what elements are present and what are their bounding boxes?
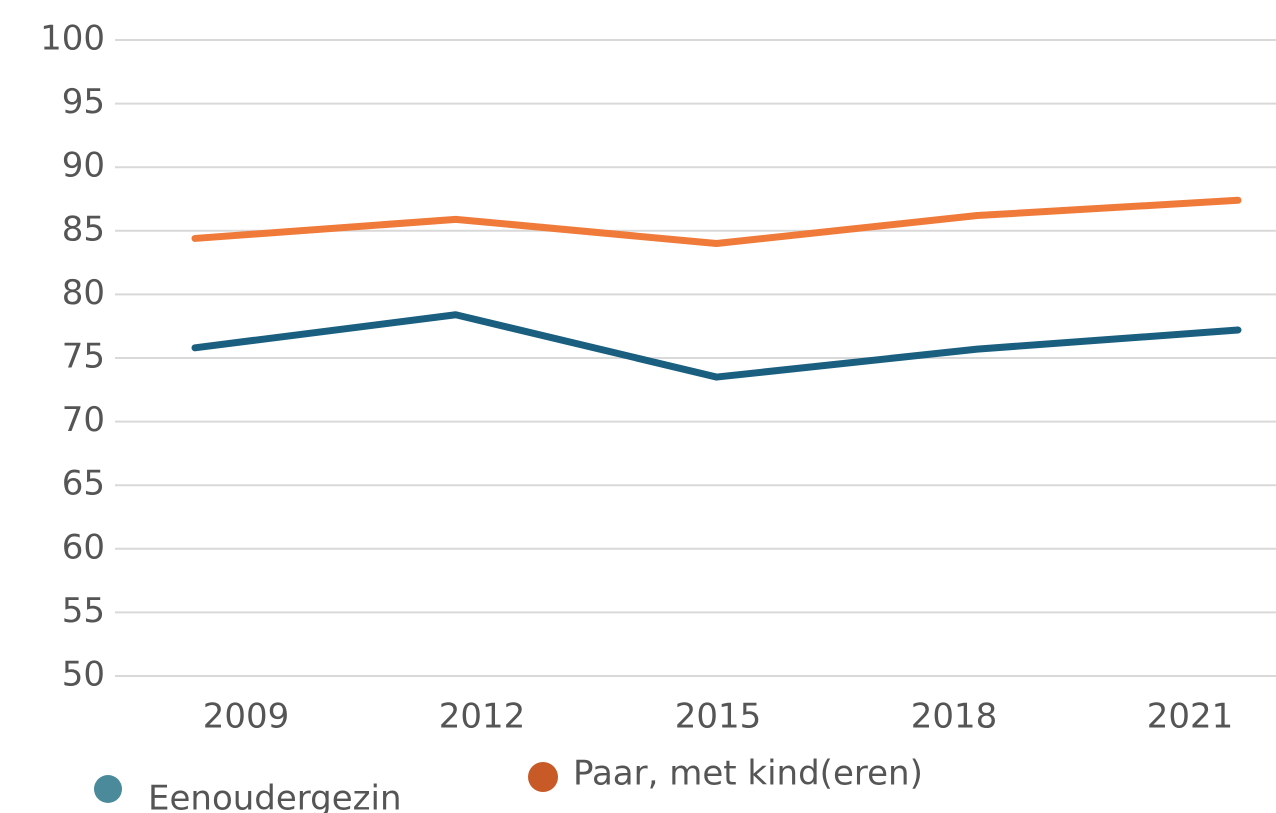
y-tick-label: 100 [40, 19, 105, 59]
legend-label: Eenoudergezin [148, 779, 402, 813]
x-tick-label: 2018 [911, 697, 998, 737]
line [191, 311, 1242, 381]
y-tick-label: 80 [62, 273, 105, 313]
line [191, 196, 1242, 248]
y-tick-label: 90 [62, 146, 105, 186]
legend-marker [528, 762, 558, 792]
x-tick-label: 2015 [675, 697, 762, 737]
y-tick-label: 55 [62, 591, 105, 631]
x-tick-label: 2009 [203, 697, 290, 737]
y-tick-label: 70 [62, 400, 105, 440]
x-tick-label: 2021 [1147, 697, 1234, 737]
y-tick-label: 60 [62, 527, 105, 567]
y-tick-label: 50 [62, 655, 105, 695]
legend-marker [94, 775, 122, 803]
y-tick-label: 95 [62, 82, 105, 122]
legend-label: Paar, met kind(eren) [573, 754, 923, 794]
x-tick-label: 2012 [439, 697, 526, 737]
y-tick-label: 75 [62, 337, 105, 377]
y-tick-label: 65 [62, 464, 105, 504]
y-tick-label: 85 [62, 209, 105, 249]
